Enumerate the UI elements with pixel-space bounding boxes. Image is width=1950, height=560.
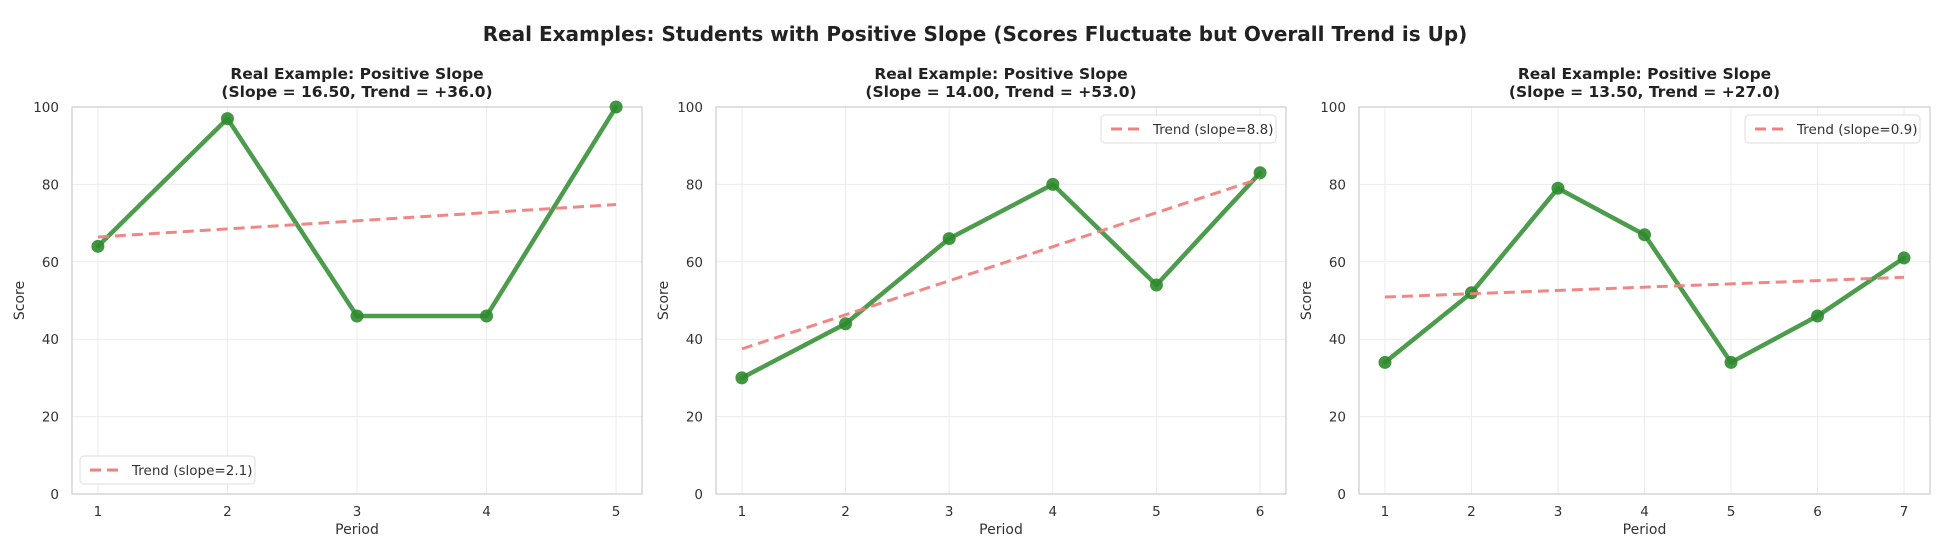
x-tick-label: 1: [94, 504, 103, 520]
y-tick-label: 60: [1329, 255, 1346, 271]
score-point: [91, 239, 105, 253]
score-point: [350, 309, 364, 323]
score-point: [735, 371, 749, 385]
trend-line: [97, 203, 617, 239]
y-tick-label: 20: [686, 410, 703, 426]
y-tick-label: 20: [42, 410, 59, 426]
score-point: [1551, 181, 1565, 195]
score-point: [1897, 251, 1911, 265]
x-tick-label: 3: [945, 504, 954, 520]
panel-title: Real Example: Positive Slope: [1518, 65, 1771, 83]
y-tick-label: 100: [677, 100, 703, 116]
x-tick-label: 5: [1727, 504, 1736, 520]
y-axis-label: Score: [12, 281, 28, 320]
y-axis-label: Score: [656, 281, 672, 320]
legend-box: [1100, 114, 1277, 144]
score-point: [480, 309, 494, 323]
x-tick-label: 3: [353, 504, 362, 520]
y-tick-label: 80: [686, 177, 703, 193]
x-tick-label: 1: [738, 504, 747, 520]
plot-frame: [1358, 106, 1931, 495]
y-tick-label: 60: [686, 255, 703, 271]
x-axis-label: Period: [1623, 522, 1667, 538]
x-axis-label: Period: [335, 522, 379, 538]
x-tick-label: 6: [1813, 504, 1822, 520]
legend-box: [1744, 114, 1921, 144]
score-line: [739, 170, 1263, 381]
y-tick-label: 0: [50, 487, 59, 503]
score-point: [1149, 278, 1163, 292]
y-tick-label: 40: [42, 332, 59, 348]
y-axis-label: Score: [1299, 281, 1315, 320]
x-tick-label: 4: [1049, 504, 1058, 520]
score-point: [942, 232, 956, 246]
y-tick-label: 40: [686, 332, 703, 348]
y-tick-label: 60: [42, 255, 59, 271]
x-tick-label: 2: [223, 504, 232, 520]
score-point: [1253, 166, 1267, 180]
panel-title: Real Example: Positive Slope: [230, 65, 483, 83]
score-point: [839, 317, 853, 331]
x-tick-label: 1: [1381, 504, 1390, 520]
score-point: [1638, 228, 1651, 242]
y-tick-label: 100: [1320, 100, 1346, 116]
trend-line: [1384, 275, 1905, 299]
legend-box: [79, 455, 256, 485]
legend-label: Trend (slope=2.1): [131, 463, 252, 479]
legend: Trend (slope=0.9): [1744, 114, 1921, 144]
score-point: [1378, 355, 1392, 369]
x-tick-label: 5: [612, 504, 621, 520]
panel-subtitle: (Slope = 16.50, Trend = +36.0): [221, 83, 492, 101]
y-tick-label: 0: [1337, 487, 1346, 503]
score-point: [1724, 355, 1738, 369]
panel-subtitle: (Slope = 14.00, Trend = +53.0): [865, 83, 1136, 101]
y-tick-label: 100: [33, 100, 59, 116]
panel-title: Real Example: Positive Slope: [874, 65, 1127, 83]
y-tick-label: 20: [1329, 410, 1346, 426]
x-tick-label: 2: [841, 504, 850, 520]
plot-frame: [71, 106, 643, 495]
x-tick-label: 2: [1467, 504, 1476, 520]
score-point: [609, 100, 623, 114]
legend-label: Trend (slope=8.8): [1152, 122, 1273, 138]
legend: Trend (slope=2.1): [79, 455, 256, 485]
y-tick-label: 40: [1329, 332, 1346, 348]
panel-subtitle: (Slope = 13.50, Trend = +27.0): [1509, 83, 1780, 101]
chart-panel-3: 1 2 3 4 5 6 7 0 20 40 60 80 100 Period Score Real Examp…: [1299, 65, 1931, 538]
y-tick-label: 80: [42, 177, 59, 193]
x-tick-label: 5: [1152, 504, 1161, 520]
plot-frame: [715, 106, 1287, 495]
x-tick-label: 4: [482, 504, 491, 520]
figure-suptitle: Real Examples: Students with Positive Sl…: [482, 22, 1468, 46]
score-point: [220, 112, 234, 126]
x-tick-label: 4: [1640, 504, 1649, 520]
score-point: [1811, 309, 1825, 323]
x-tick-label: 3: [1554, 504, 1563, 520]
chart-panel-1: 1 2 3 4 5 0 20 40 60 80 100 Period Score Real Example…: [12, 65, 643, 538]
legend-label: Trend (slope=0.9): [1796, 122, 1917, 138]
trend-line: [741, 177, 1261, 351]
x-tick-label: 6: [1256, 504, 1265, 520]
legend: Trend (slope=8.8): [1100, 114, 1277, 144]
x-axis-label: Period: [979, 522, 1023, 538]
x-tick-label: 7: [1900, 504, 1909, 520]
y-tick-label: 80: [1329, 177, 1346, 193]
y-tick-label: 0: [694, 487, 703, 503]
score-point: [1046, 177, 1060, 191]
